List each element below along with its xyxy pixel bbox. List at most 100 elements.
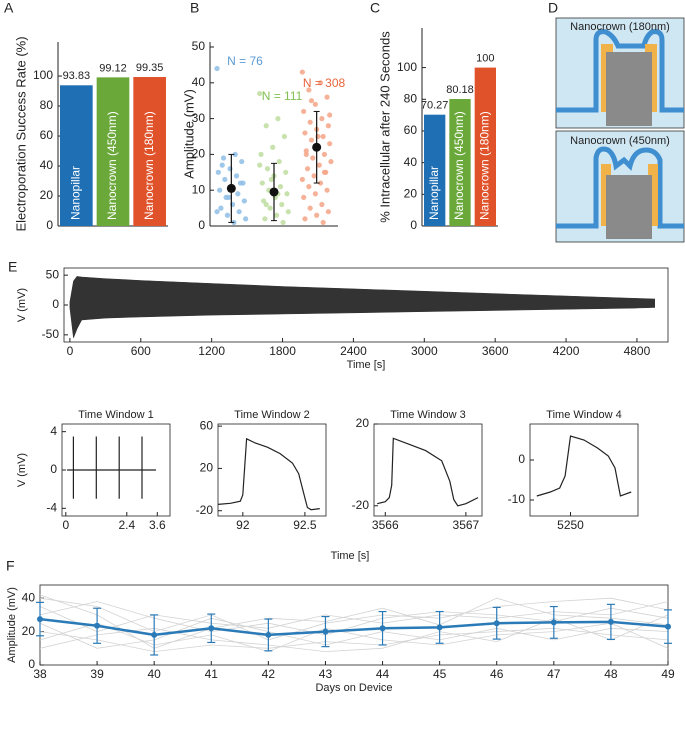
- x-tick-label: 3566: [372, 518, 399, 532]
- panel-label: E: [8, 259, 17, 275]
- bar: [474, 67, 496, 226]
- bar: [133, 77, 166, 226]
- y-tick-label: 0: [198, 218, 205, 232]
- x-tick-label: 46: [490, 667, 504, 681]
- x-tick-label: 45: [433, 667, 447, 681]
- point: [263, 201, 269, 208]
- point: [261, 198, 267, 204]
- x-tick-label: 47: [547, 667, 561, 681]
- mean-marker: [322, 628, 329, 635]
- category-label: Nanopillar: [427, 166, 441, 220]
- mean-marker: [493, 620, 500, 627]
- membrane: [556, 29, 684, 113]
- trace: [377, 437, 479, 507]
- point: [299, 69, 305, 75]
- y-tick-label: 0: [28, 657, 35, 671]
- y-tick-label: -50: [42, 327, 60, 341]
- y-tick-label: 0: [50, 462, 57, 476]
- x-tick-label: 3000: [411, 344, 438, 358]
- y-tick-label: 100: [33, 68, 53, 82]
- value-label: 93.83: [63, 70, 91, 82]
- x-tick-label: 2400: [340, 344, 367, 358]
- point: [316, 162, 322, 168]
- coating: [648, 164, 658, 226]
- x-tick-label: 600: [131, 344, 151, 358]
- y-tick-label: 40: [192, 75, 206, 89]
- y-axis-label: V (mV): [16, 453, 28, 487]
- y-axis-label: Amplitude (mV): [6, 587, 18, 663]
- y-tick-label: -20: [196, 503, 214, 517]
- mean-marker: [269, 187, 279, 197]
- plot-frame: [217, 423, 327, 517]
- x-axis-label: Days on Device: [315, 682, 392, 694]
- point: [281, 133, 287, 140]
- x-tick-label: 0: [67, 344, 74, 358]
- background-line: [39, 601, 669, 636]
- y-tick-label: 100: [397, 60, 417, 74]
- plot-frame: [529, 423, 639, 517]
- y-tick-label: 30: [192, 111, 206, 125]
- x-tick-label: 48: [604, 667, 618, 681]
- point: [317, 80, 324, 86]
- y-axis-label: Amplitude (mV): [181, 89, 196, 179]
- chart-title: Time Window 3: [390, 409, 465, 421]
- value-label: 99.35: [136, 62, 164, 74]
- x-tick-label: 44: [376, 667, 390, 681]
- category-label: Nanocrown (180nm): [478, 111, 492, 220]
- point: [303, 151, 309, 158]
- y-tick-label: 20: [404, 186, 418, 200]
- point: [302, 216, 308, 222]
- point: [307, 119, 313, 125]
- point: [214, 209, 220, 215]
- point: [279, 201, 285, 208]
- group-label: N = 111: [262, 89, 303, 103]
- mean-marker: [607, 618, 614, 625]
- point: [320, 133, 326, 140]
- y-axis-label: V (mV): [16, 288, 28, 322]
- point: [214, 65, 220, 72]
- y-tick-label: 20: [200, 461, 214, 475]
- point: [303, 148, 309, 154]
- point: [301, 108, 307, 115]
- background-line: [39, 627, 669, 653]
- point: [319, 201, 325, 208]
- point: [220, 155, 227, 161]
- category-label: Nanocrown (180nm): [142, 111, 156, 220]
- chart-title: Time Window 1: [78, 409, 153, 421]
- y-tick-label: 0: [46, 218, 53, 232]
- chart: 0 20 40 38 39 40 41 42 43 44 45 46 47 48 49 Amplitude (…: [6, 558, 675, 694]
- x-tick-label: 38: [33, 667, 47, 681]
- point: [267, 205, 273, 211]
- panel-label: D: [548, 0, 558, 16]
- trace: [217, 437, 320, 511]
- background-line: [39, 617, 669, 649]
- chart-title: Time Window 2: [234, 409, 309, 421]
- point: [268, 176, 274, 183]
- mean-marker: [94, 622, 101, 629]
- chart: -20 20 60 92 92.5 Time Window 2: [196, 409, 327, 532]
- y-tick-label: 4: [50, 424, 57, 438]
- point: [327, 112, 333, 118]
- value-label: 70.27: [421, 100, 449, 112]
- point: [226, 194, 232, 200]
- point: [301, 194, 307, 200]
- mean-marker: [379, 625, 386, 632]
- point: [263, 123, 269, 129]
- x-tick-label: 1800: [269, 344, 296, 358]
- point: [302, 130, 308, 136]
- x-tick-label: 5250: [557, 518, 584, 532]
- point: [310, 155, 316, 161]
- point: [280, 219, 286, 226]
- x-tick-label: 40: [148, 667, 162, 681]
- y-axis-label: % Intracellular after 240 Seconds: [377, 31, 392, 223]
- point: [308, 98, 315, 104]
- chart: -10 0 5250 Time Window 4: [508, 409, 639, 532]
- chart-title: Time Window 4: [546, 409, 621, 421]
- plot-frame: [373, 423, 483, 517]
- x-tick-label: 2.4: [118, 518, 135, 532]
- diagram-box: Nanocrown (180nm): [555, 17, 685, 129]
- point: [324, 94, 330, 100]
- y-tick-label: 80: [404, 91, 418, 105]
- mean-marker: [550, 619, 557, 626]
